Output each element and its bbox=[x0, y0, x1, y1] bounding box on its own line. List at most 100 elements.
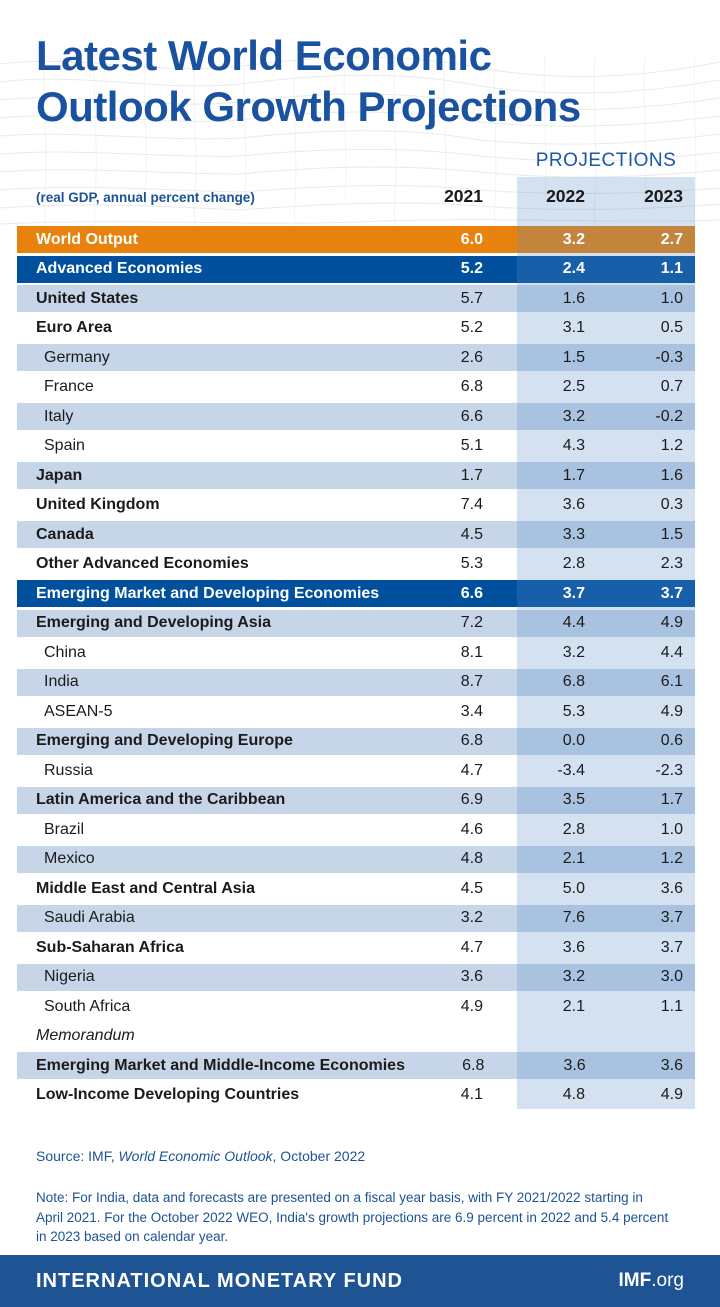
source-line: Source: IMF, World Economic Outlook, Oct… bbox=[36, 1148, 365, 1164]
table-row: United States 5.7 1.6 1.0 bbox=[17, 285, 695, 312]
value-2022: 1.5 bbox=[562, 348, 585, 366]
table-row: Emerging and Developing Europe 6.8 0.0 0.6 bbox=[17, 727, 695, 755]
source-prefix: Source: IMF, bbox=[36, 1148, 119, 1164]
projections-band bbox=[517, 177, 695, 1109]
value-2022: 3.6 bbox=[563, 1056, 586, 1074]
row-label: India bbox=[44, 673, 79, 690]
source-publication: World Economic Outlook bbox=[118, 1148, 273, 1164]
value-2021: 3.2 bbox=[460, 909, 483, 926]
value-2023: 4.4 bbox=[660, 643, 683, 661]
table-row: Spain 5.1 4.3 1.2 bbox=[17, 432, 695, 460]
column-header-2023: 2023 bbox=[644, 186, 683, 206]
value-2021: 5.1 bbox=[460, 437, 483, 454]
footer-website-imf: IMF bbox=[618, 1270, 652, 1291]
value-2021: 8.1 bbox=[460, 643, 483, 661]
value-2021: 4.8 bbox=[460, 850, 483, 867]
row-label: Latin America and the Caribbean bbox=[36, 791, 286, 808]
row-label: Russia bbox=[44, 761, 93, 779]
column-header-row: (real GDP, annual percent change) 2021 2… bbox=[17, 186, 695, 207]
value-2023: 3.0 bbox=[660, 968, 683, 985]
note-line3: in 2023 based on calendar year. bbox=[36, 1229, 229, 1244]
value-2023: 1.0 bbox=[660, 820, 683, 838]
value-2022: 5.3 bbox=[562, 702, 585, 720]
value-2023: 3.7 bbox=[660, 909, 683, 926]
table-row: Mexico 4.8 2.1 1.2 bbox=[17, 845, 695, 873]
value-2022: 3.5 bbox=[562, 791, 585, 808]
table-row: Emerging Market and Developing Economies… bbox=[17, 580, 695, 607]
value-2021: 5.7 bbox=[460, 289, 483, 307]
value-2021: 4.1 bbox=[460, 1086, 483, 1103]
row-label: United Kingdom bbox=[36, 496, 160, 513]
value-2021: 8.7 bbox=[460, 673, 483, 690]
value-2021: 4.9 bbox=[460, 997, 483, 1015]
value-2023: 2.3 bbox=[660, 555, 683, 572]
value-2021: 4.7 bbox=[460, 938, 483, 956]
table-row: Russia 4.7 -3.4 -2.3 bbox=[17, 757, 695, 784]
row-label: Sub-Saharan Africa bbox=[36, 938, 184, 956]
table-row: China 8.1 3.2 4.4 bbox=[17, 639, 695, 666]
table-row: India 8.7 6.8 6.1 bbox=[17, 668, 695, 696]
value-2023: -0.3 bbox=[655, 348, 683, 366]
table-row: Italy 6.6 3.2 -0.2 bbox=[17, 403, 695, 430]
table-row: Saudi Arabia 3.2 7.6 3.7 bbox=[17, 904, 695, 932]
value-2022: 4.8 bbox=[562, 1086, 585, 1103]
table-row: Middle East and Central Asia 4.5 5.0 3.6 bbox=[17, 875, 695, 902]
value-2023: 0.3 bbox=[660, 496, 683, 513]
value-2021: 4.5 bbox=[460, 879, 483, 897]
row-label: United States bbox=[36, 289, 139, 307]
row-label: Emerging and Developing Europe bbox=[36, 732, 293, 749]
row-label: Advanced Economies bbox=[36, 260, 203, 277]
row-label: World Output bbox=[36, 230, 138, 248]
footer-bar: INTERNATIONAL MONETARY FUND IMF.org bbox=[0, 1255, 720, 1307]
row-label: Saudi Arabia bbox=[44, 909, 135, 926]
value-2022: 2.5 bbox=[562, 378, 585, 395]
table-row: Nigeria 3.6 3.2 3.0 bbox=[17, 963, 695, 991]
value-2021: 4.6 bbox=[460, 820, 483, 838]
value-2022: 3.3 bbox=[562, 525, 585, 543]
value-2021: 6.0 bbox=[460, 230, 483, 248]
value-2023: 6.1 bbox=[660, 673, 683, 690]
value-2022: 3.2 bbox=[562, 968, 585, 985]
table-row: Brazil 4.6 2.8 1.0 bbox=[17, 816, 695, 843]
note-line2: April 2021. For the October 2022 WEO, In… bbox=[36, 1209, 669, 1225]
row-label: Germany bbox=[44, 348, 110, 366]
value-2023: 4.9 bbox=[660, 702, 683, 720]
value-2022: 3.6 bbox=[562, 496, 585, 513]
value-2022: -3.4 bbox=[557, 761, 585, 779]
value-2022: 2.8 bbox=[562, 555, 585, 572]
value-2022: 3.6 bbox=[562, 938, 585, 956]
row-label: Japan bbox=[36, 466, 83, 484]
row-label: Other Advanced Economies bbox=[36, 555, 249, 572]
page-title-line1: Latest World Economic bbox=[36, 32, 492, 79]
table-row: Sub-Saharan Africa 4.7 3.6 3.7 bbox=[17, 934, 695, 961]
value-2021: 2.6 bbox=[460, 348, 483, 366]
value-2021: 6.6 bbox=[460, 407, 483, 425]
value-2022: 2.1 bbox=[562, 997, 585, 1015]
source-suffix: , October 2022 bbox=[272, 1148, 366, 1164]
value-2021: 6.8 bbox=[460, 378, 483, 395]
row-label: Brazil bbox=[44, 820, 85, 838]
value-2023: 1.6 bbox=[660, 466, 683, 484]
table-row: Other Advanced Economies 5.3 2.8 2.3 bbox=[17, 550, 695, 578]
value-2023: -0.2 bbox=[655, 407, 683, 425]
value-2023: 2.7 bbox=[660, 230, 683, 248]
value-2022: 3.2 bbox=[562, 230, 585, 248]
value-2023: -2.3 bbox=[655, 761, 683, 779]
row-label: South Africa bbox=[44, 997, 131, 1015]
row-label: France bbox=[44, 378, 94, 395]
row-label: Low-Income Developing Countries bbox=[36, 1086, 300, 1103]
value-2022: 5.0 bbox=[562, 879, 585, 897]
projections-label: PROJECTIONS bbox=[535, 150, 677, 171]
value-2022: 3.7 bbox=[562, 584, 585, 602]
row-label: Memorandum bbox=[36, 1027, 135, 1044]
value-2021: 7.2 bbox=[460, 614, 483, 631]
value-2021: 5.2 bbox=[460, 319, 483, 336]
value-2023: 1.2 bbox=[660, 850, 683, 867]
value-2021: 6.6 bbox=[460, 584, 483, 602]
row-label: Italy bbox=[44, 407, 74, 425]
value-2022: 1.6 bbox=[562, 289, 585, 307]
value-2022: 2.4 bbox=[562, 260, 585, 277]
table-row: Germany 2.6 1.5 -0.3 bbox=[17, 344, 695, 371]
value-2022: 6.8 bbox=[562, 673, 585, 690]
